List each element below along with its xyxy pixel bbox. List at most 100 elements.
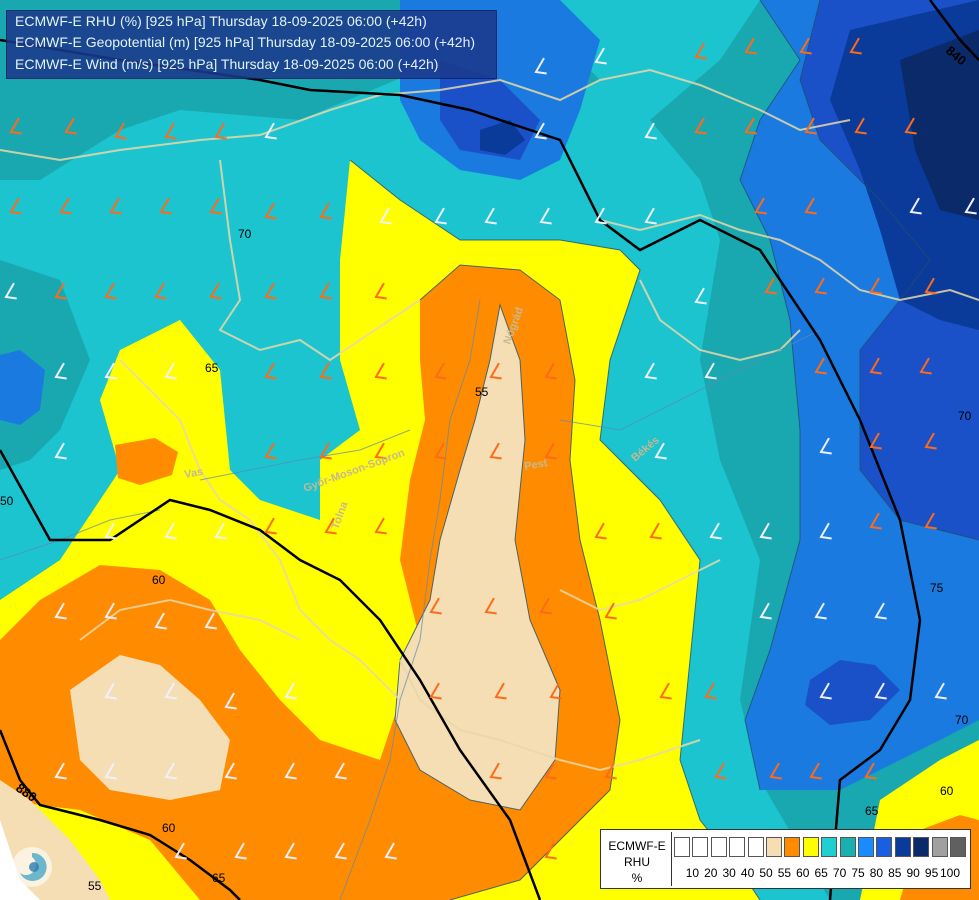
wind-barb — [544, 442, 557, 460]
rh-contour-label: 60 — [940, 784, 954, 798]
legend-tick: 90 — [906, 866, 920, 880]
legend-swatch — [729, 837, 746, 857]
wind-barb — [704, 362, 717, 380]
wind-barb — [934, 682, 947, 700]
legend-tick: 50 — [759, 866, 773, 880]
wind-barb — [374, 517, 387, 535]
wind-barb — [374, 362, 387, 380]
rh-contour-label: 65 — [865, 804, 879, 818]
legend-swatch — [766, 837, 782, 857]
wind-barb — [649, 522, 662, 540]
wind-barb — [904, 117, 917, 135]
wind-barb — [374, 282, 387, 300]
wind-barb — [814, 357, 827, 375]
wind-barb — [319, 282, 332, 300]
legend-tick: 30 — [722, 866, 736, 880]
wind-barb — [204, 612, 217, 630]
rh-contour-label: 65 — [205, 361, 219, 375]
county-borders — [0, 68, 979, 772]
wind-barb — [324, 517, 337, 535]
wind-barb — [804, 197, 817, 215]
wind-barb — [919, 357, 932, 375]
wind-barb — [334, 842, 347, 860]
wind-barb — [214, 522, 227, 540]
wind-barb — [284, 842, 297, 860]
wind-barb — [64, 117, 77, 135]
wind-barb — [104, 362, 117, 380]
wind-barb — [809, 762, 822, 780]
wind-barb — [484, 207, 497, 225]
legend-tick: 10 — [685, 866, 700, 880]
wind-barb — [164, 682, 177, 700]
wind-barb — [869, 357, 882, 375]
wind-barb — [549, 682, 562, 700]
wind-barb — [114, 122, 127, 140]
wind-barb — [604, 762, 617, 780]
wind-barb — [534, 57, 547, 75]
legend-swatch — [784, 837, 801, 857]
wind-barb — [224, 692, 237, 710]
wind-barb — [264, 202, 277, 220]
wind-barb — [319, 202, 332, 220]
legend-swatch — [674, 837, 690, 857]
wind-barb — [849, 37, 862, 55]
wind-barb — [594, 522, 607, 540]
wind-barb — [709, 522, 722, 540]
legend-name-line-2: RHU — [624, 855, 650, 869]
wind-barb — [814, 602, 827, 620]
wind-barb — [694, 117, 707, 135]
wind-barb — [214, 122, 227, 140]
wind-barb — [264, 282, 277, 300]
wind-barb — [534, 122, 547, 140]
rh-contour-label: 60 — [162, 821, 176, 835]
wind-barb — [644, 362, 657, 380]
wind-barb — [104, 282, 117, 300]
logo-icon — [12, 847, 52, 887]
legend-tick: 20 — [704, 866, 718, 880]
wind-barb — [319, 442, 332, 460]
legend-swatch — [931, 837, 948, 857]
wind-barb — [209, 197, 222, 215]
legend-separator — [671, 832, 672, 886]
wind-barb — [54, 602, 67, 620]
wind-barb — [854, 117, 867, 135]
wind-barb — [799, 37, 812, 55]
wind-barb — [694, 287, 707, 305]
wind-barb — [744, 37, 757, 55]
wind-barb — [429, 597, 442, 615]
wind-barb — [544, 842, 557, 860]
wind-barb — [154, 282, 167, 300]
wind-barb — [769, 762, 782, 780]
wind-barb — [744, 117, 757, 135]
legend-tick: 40 — [740, 866, 755, 880]
wind-barb — [264, 122, 277, 140]
wind-barb — [869, 277, 882, 295]
wind-barb — [544, 762, 557, 780]
wind-barb — [604, 602, 617, 620]
wind-barb — [924, 277, 937, 295]
title-geopotential: ECMWF-E Geopotential (m) [925 hPa] Thurs… — [15, 34, 476, 50]
title-box: ECMWF-E RHU (%) [925 hPa] Thursday 18-09… — [6, 10, 497, 79]
wind-barb — [224, 762, 237, 780]
legend-name: ECMWF-E RHU % — [603, 838, 671, 886]
wind-barb — [654, 442, 667, 460]
legend-swatch — [913, 837, 930, 857]
legend-swatch — [747, 837, 764, 857]
wind-barb — [104, 522, 117, 540]
legend-tick: 95 — [924, 866, 939, 880]
wind-barb — [804, 117, 817, 135]
legend-tick: 80 — [869, 866, 884, 880]
legend-tick: 65 — [814, 866, 828, 880]
rh-contour-label: 50 — [0, 494, 14, 508]
wind-barb — [714, 762, 727, 780]
wind-barb — [754, 197, 767, 215]
rh-contour-label: 70 — [955, 713, 969, 727]
rh-contour-label: 75 — [930, 581, 944, 595]
wind-barb — [644, 122, 657, 140]
wind-barb — [164, 362, 177, 380]
wind-barb — [164, 122, 177, 140]
wind-barb — [159, 197, 172, 215]
